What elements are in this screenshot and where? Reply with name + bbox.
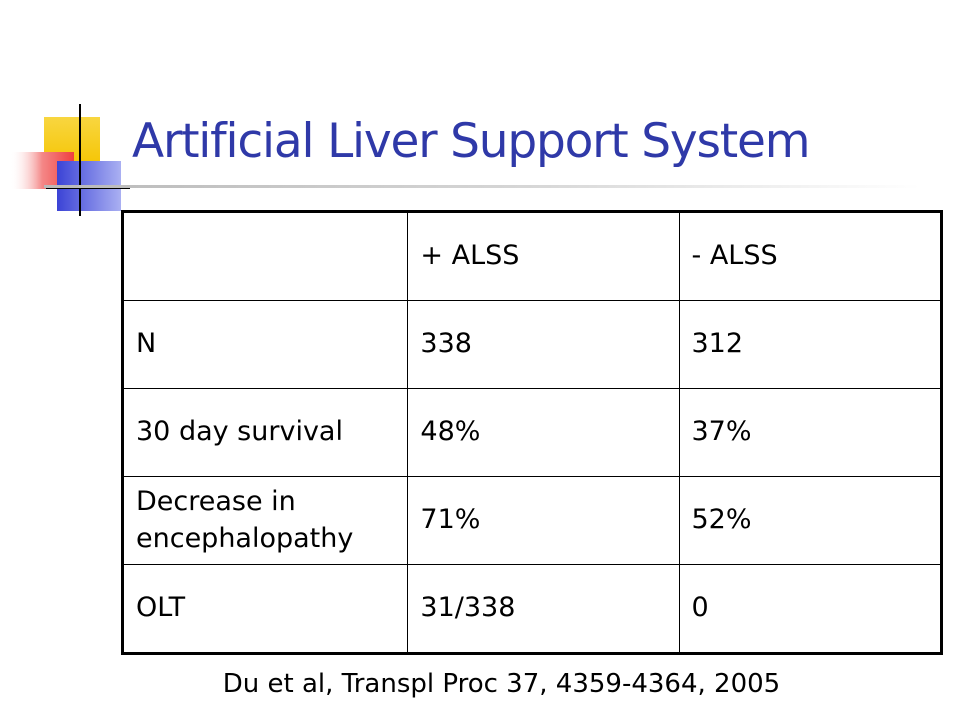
table-cell: 48%: [407, 388, 680, 477]
row-label: 30 day survival: [121, 388, 409, 477]
table-cell: 52%: [678, 476, 942, 565]
table-header-cell: + ALSS: [407, 211, 680, 301]
table-cell: 71%: [407, 476, 680, 565]
table-cell: 31/338: [407, 564, 680, 654]
table-cell: 0: [678, 564, 942, 654]
results-table: + ALSS - ALSS N 338 312 30 day survival …: [121, 210, 943, 655]
table-cell: 338: [407, 300, 680, 389]
row-label: OLT: [121, 564, 409, 654]
table-header-row: + ALSS - ALSS: [121, 211, 942, 301]
row-label: N: [121, 300, 409, 389]
table-header-cell: - ALSS: [678, 211, 942, 301]
table-row: OLT 31/338 0: [121, 564, 942, 654]
table-row: Decrease in encephalopathy 71% 52%: [121, 476, 942, 565]
table-cell: 312: [678, 300, 942, 389]
table-row: 30 day survival 48% 37%: [121, 388, 942, 477]
table-header-cell: [121, 211, 409, 301]
row-label: Decrease in encephalopathy: [121, 476, 409, 565]
title-underline: [44, 185, 920, 188]
table-row: N 338 312: [121, 300, 942, 389]
citation: Du et al, Transpl Proc 37, 4359-4364, 20…: [222, 669, 781, 699]
slide-title: Artificial Liver Support System: [132, 114, 811, 169]
table-cell: 37%: [678, 388, 942, 477]
